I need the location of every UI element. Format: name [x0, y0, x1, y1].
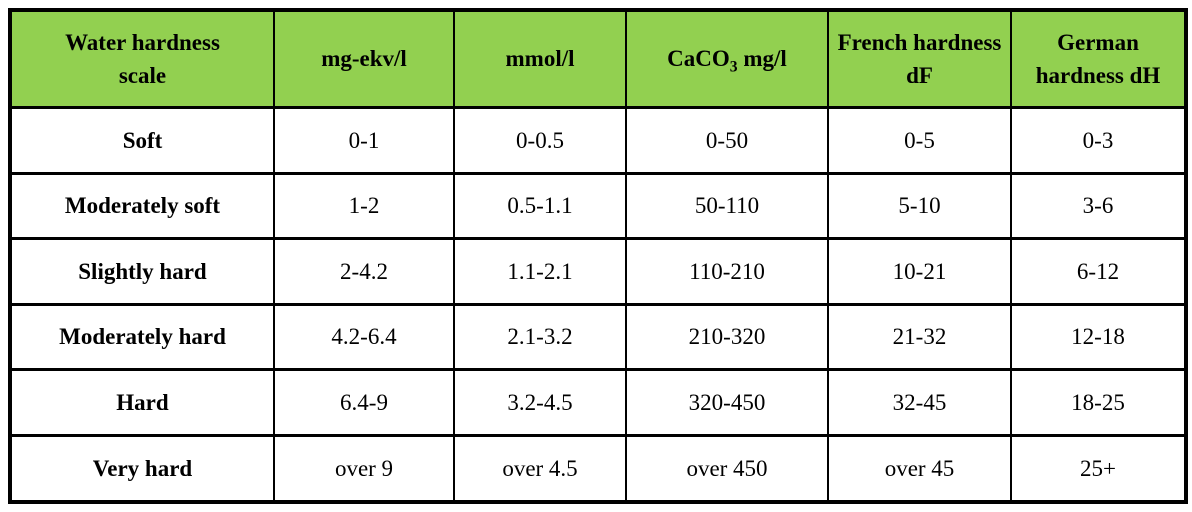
value-cell: 0.5-1.1: [453, 171, 627, 241]
value-cell: 2-4.2: [273, 237, 455, 306]
row-label: Moderately hard: [9, 302, 275, 372]
header-label-mmol: mmol/l: [505, 46, 575, 72]
table-row-moderately-soft: Moderately soft 1-2 0.5-1.1 50-110 5-10 …: [9, 171, 1187, 241]
value-cell: 25+: [1010, 434, 1187, 504]
value-cell: 4.2-6.4: [273, 302, 455, 372]
header-cell-mmol: mmol/l: [453, 8, 627, 109]
value-cell: 320-450: [625, 368, 829, 438]
header-label-french: French hardness dF: [837, 29, 1002, 88]
table-header: Water hardness scale mg-ekv/l mmol/l CaC…: [9, 8, 1187, 109]
value-cell: 0-5: [827, 106, 1012, 175]
value-cell: over 4.5: [453, 434, 627, 504]
table-row-slightly-hard: Slightly hard 2-4.2 1.1-2.1 110-210 10-2…: [9, 237, 1187, 306]
header-cell-french-hardness: French hardness dF: [827, 8, 1012, 109]
value-cell: 0-0.5: [453, 106, 627, 175]
header-label-caco3-prefix: CaCO: [667, 46, 730, 72]
row-label: Soft: [9, 106, 275, 175]
table-row-soft: Soft 0-1 0-0.5 0-50 0-5 0-3: [9, 106, 1187, 175]
water-hardness-table: Water hardness scale mg-ekv/l mmol/l CaC…: [8, 8, 1188, 504]
value-cell: 18-25: [1010, 368, 1187, 438]
value-cell: 21-32: [827, 302, 1012, 372]
value-cell: 3.2-4.5: [453, 368, 627, 438]
value-cell: 2.1-3.2: [453, 302, 627, 372]
header-label-caco3-subscript: 3: [729, 58, 738, 76]
value-cell: 110-210: [625, 237, 829, 306]
value-cell: over 45: [827, 434, 1012, 504]
table-row-moderately-hard: Moderately hard 4.2-6.4 2.1-3.2 210-320 …: [9, 302, 1187, 372]
table-body: Soft 0-1 0-0.5 0-50 0-5 0-3 Moderately s…: [9, 106, 1187, 504]
header-label-mg-ekv: mg-ekv/l: [321, 46, 407, 72]
value-cell: 1-2: [273, 171, 455, 241]
value-cell: 50-110: [625, 171, 829, 241]
value-cell: 5-10: [827, 171, 1012, 241]
value-cell: 0-3: [1010, 106, 1187, 175]
row-label: Moderately soft: [9, 171, 275, 241]
value-cell: 1.1-2.1: [453, 237, 627, 306]
table-row-hard: Hard 6.4-9 3.2-4.5 320-450 32-45 18-25: [9, 368, 1187, 438]
value-cell: 10-21: [827, 237, 1012, 306]
value-cell: 6.4-9: [273, 368, 455, 438]
row-label: Hard: [9, 368, 275, 438]
row-label: Very hard: [9, 434, 275, 504]
value-cell: over 450: [625, 434, 829, 504]
header-label-caco3-suffix: mg/l: [743, 46, 787, 72]
header-label-scale: Water hardness scale: [65, 29, 220, 88]
table-row-very-hard: Very hard over 9 over 4.5 over 450 over …: [9, 434, 1187, 504]
header-row: Water hardness scale mg-ekv/l mmol/l CaC…: [9, 8, 1187, 109]
value-cell: 3-6: [1010, 171, 1187, 241]
value-cell: 0-1: [273, 106, 455, 175]
value-cell: 6-12: [1010, 237, 1187, 306]
value-cell: 12-18: [1010, 302, 1187, 372]
value-cell: over 9: [273, 434, 455, 504]
header-label-german: German hardness dH: [1035, 29, 1161, 88]
value-cell: 210-320: [625, 302, 829, 372]
header-cell-german-hardness: German hardness dH: [1010, 8, 1187, 109]
value-cell: 32-45: [827, 368, 1012, 438]
header-cell-water-hardness-scale: Water hardness scale: [9, 8, 275, 109]
value-cell: 0-50: [625, 106, 829, 175]
row-label: Slightly hard: [9, 237, 275, 306]
header-cell-mg-ekv: mg-ekv/l: [273, 8, 455, 109]
header-cell-caco3: CaCO3 mg/l: [625, 8, 829, 109]
